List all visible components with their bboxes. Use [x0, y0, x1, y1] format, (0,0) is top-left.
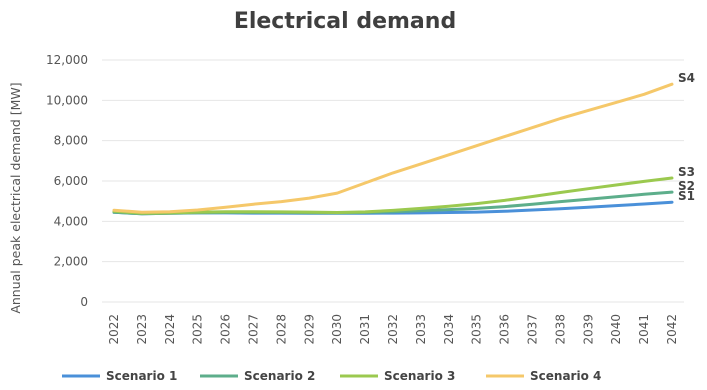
x-tick-label: 2041 [637, 314, 651, 345]
x-tick-label: 2029 [302, 314, 316, 345]
x-tick-label: 2023 [135, 314, 149, 345]
x-tick-label: 2036 [498, 314, 512, 345]
x-tick-label: 2024 [163, 314, 177, 345]
x-axis-ticks: 2022 2023 2024 2025 2026 2027 2028 2029 2030 2031… [107, 314, 679, 345]
x-tick-label: 2037 [526, 314, 540, 345]
legend-label: Scenario 4 [530, 369, 601, 383]
x-tick-label: 2028 [274, 314, 288, 345]
x-tick-label: 2030 [330, 314, 344, 345]
x-tick-label: 2031 [358, 314, 372, 345]
y-axis-ticks: 0 2,000 4,000 6,000 8,000 10,000 12,000 [46, 53, 88, 309]
series-end-label: S3 [678, 165, 695, 179]
chart-title: Electrical demand [234, 9, 456, 34]
x-tick-label: 2040 [609, 314, 623, 345]
x-tick-label: 2026 [219, 314, 233, 345]
y-axis-title: Annual peak electrical demand [MW] [8, 82, 23, 313]
x-tick-label: 2033 [414, 314, 428, 345]
legend-label: Scenario 2 [244, 369, 315, 383]
x-tick-label: 2022 [107, 314, 121, 345]
legend-label: Scenario 3 [384, 369, 455, 383]
x-tick-label: 2042 [665, 314, 679, 345]
y-tick-label: 12,000 [46, 53, 88, 67]
gridlines [102, 59, 684, 303]
x-tick-label: 2038 [553, 314, 567, 345]
series-end-label: S4 [678, 71, 695, 85]
y-tick-label: 2,000 [54, 255, 88, 269]
series-end-label: S2 [678, 179, 695, 193]
series-line-scenario-3 [112, 176, 674, 215]
y-tick-label: 4,000 [54, 214, 88, 228]
legend: Scenario 1 Scenario 2 Scenario 3 Scenario 4 [62, 369, 601, 383]
y-tick-label: 10,000 [46, 93, 88, 107]
x-tick-label: 2025 [191, 314, 205, 345]
x-tick-label: 2027 [247, 314, 261, 345]
y-tick-label: 8,000 [54, 134, 88, 148]
series-end-label: S1 [678, 189, 695, 203]
legend-label: Scenario 1 [106, 369, 177, 383]
y-tick-label: 0 [80, 295, 88, 309]
series-line-scenario-4 [112, 82, 674, 214]
series-lines [112, 82, 674, 216]
x-tick-label: 2032 [386, 314, 400, 345]
y-tick-label: 6,000 [54, 174, 88, 188]
x-tick-label: 2039 [581, 314, 595, 345]
x-tick-label: 2034 [442, 314, 456, 345]
x-tick-label: 2035 [470, 314, 484, 345]
